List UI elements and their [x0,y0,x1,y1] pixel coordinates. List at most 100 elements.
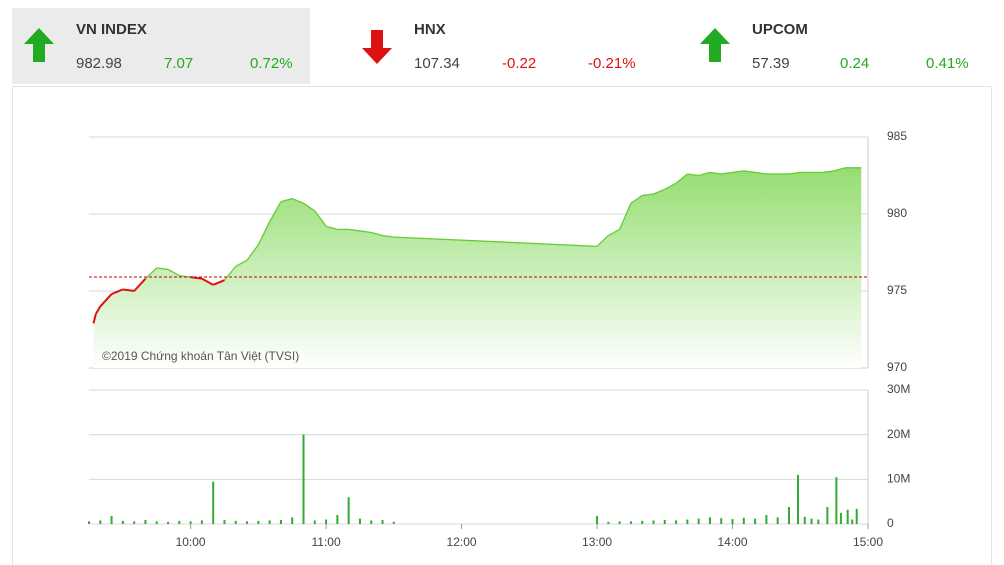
bar [787,507,790,524]
bar [144,519,147,524]
bar [155,521,158,524]
y-tick-label: 980 [887,206,907,220]
ticker: VN INDEX 982.98 7.07 0.72% [12,8,310,84]
y-tick-label: 0 [887,516,894,530]
arrow-shape [700,28,730,62]
line-segment [94,305,102,315]
bar [618,521,621,524]
line-segment [619,202,632,230]
direction-arrow [700,28,730,62]
y-tick-label: 975 [887,283,907,297]
arrow-shape [362,30,392,64]
bar [697,518,700,524]
bar [742,517,745,524]
bar [246,521,249,524]
bar [765,515,768,524]
ticker-name: VN INDEX [76,21,147,38]
line-segment [642,193,654,197]
line-segment [314,210,327,227]
bar [110,515,113,524]
y-tick-label: 985 [887,129,907,143]
bar [663,519,666,524]
bar [652,520,655,524]
line-segment [167,268,180,277]
bar [754,518,757,524]
ticker-percent: 0.41% [926,55,969,72]
x-tick-label: 13:00 [582,535,612,549]
line-segment [698,171,711,177]
ticker-change: 7.07 [164,55,194,72]
bar [776,517,779,524]
bar [167,521,170,524]
ticker-value: 107.34 [414,55,460,72]
arrow-shape [24,28,54,62]
line-segment [111,288,124,296]
bar [370,520,373,524]
bar [839,512,842,524]
bar [88,521,90,524]
bar [851,519,854,524]
area [93,167,862,368]
bar [817,519,820,524]
bar [708,517,711,524]
bar [223,519,226,524]
x-tick-label: 14:00 [718,535,748,549]
bar [121,520,124,524]
line-segment [246,244,259,261]
line-segment [833,167,846,172]
line-segment [303,202,316,212]
line-segment [235,259,248,267]
x-tick-label: 12:00 [447,535,477,549]
y-tick-label: 10M [887,472,910,486]
bar [347,497,350,524]
line-segment [92,313,97,324]
ticker-name: UPCOM [752,21,808,38]
line-segment [743,170,756,174]
line-segment [269,201,282,223]
line-segment [223,265,237,281]
x-tick-label: 11:00 [312,535,341,549]
bar [268,520,271,524]
ticker-change: 0.24 [840,55,870,72]
line-segment [325,225,338,231]
ticker-percent: 0.72% [250,55,293,72]
bar [731,519,734,524]
bar [178,520,181,524]
bar [607,521,610,524]
direction-arrow [362,30,392,64]
annotation: ©2019 Chứng khoán Tân Việt (TVSI) [102,349,299,363]
bar [279,519,282,524]
line-segment [596,235,609,247]
chart-panel [12,86,992,565]
line-segment [145,267,158,280]
line-segment [687,173,699,177]
bar [336,515,339,524]
ticker-name: HNX [414,21,446,38]
bar [200,520,203,524]
bar [212,481,215,524]
bar [358,518,361,524]
y-tick-label: 20M [887,427,910,441]
bar [257,520,260,524]
bar [803,516,806,524]
ticker-percent: -0.21% [588,55,636,72]
y-tick-label: 30M [887,382,910,396]
bar [325,519,328,524]
ticker-change: -0.22 [502,55,537,72]
line-segment [675,173,688,184]
bar [855,508,858,524]
line-segment [257,221,271,246]
line-segment [190,276,203,280]
bar [835,477,838,524]
line-segment [179,274,191,278]
line-segment [732,170,744,174]
bar [846,509,849,524]
bar [675,520,678,524]
y-tick-label: 970 [887,360,907,374]
x-tick-label: 15:00 [853,535,883,549]
bar [686,519,689,524]
line-segment [99,293,113,308]
line-segment [133,278,147,292]
